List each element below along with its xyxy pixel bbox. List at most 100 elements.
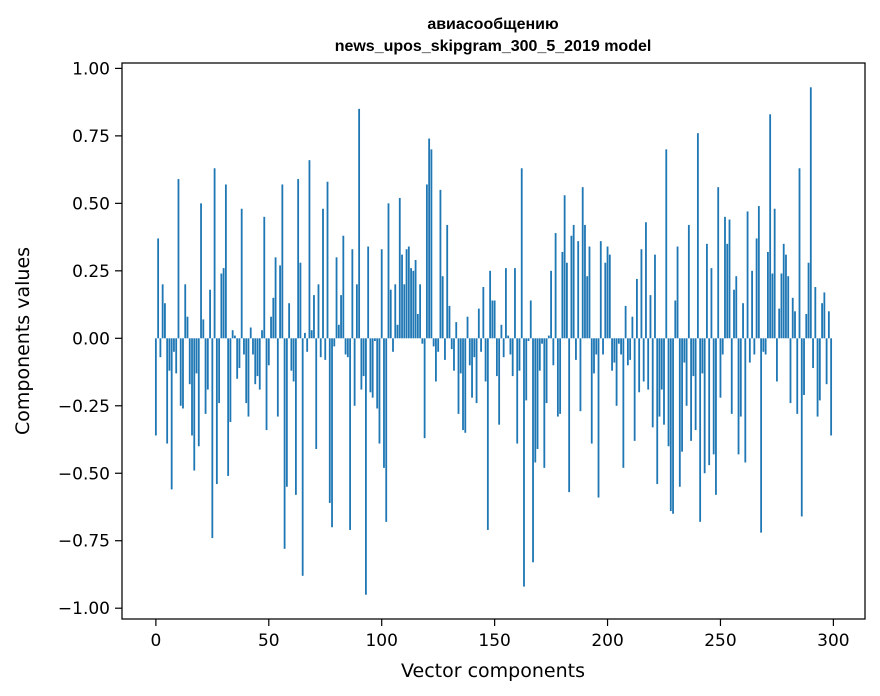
bar: [279, 265, 281, 339]
bar: [556, 338, 559, 417]
bar: [290, 338, 293, 371]
bar: [389, 289, 392, 339]
bar: [229, 338, 232, 422]
bar: [796, 338, 799, 414]
bar: [337, 324, 340, 339]
x-tick-label: 50: [258, 631, 280, 651]
bar: [276, 338, 279, 417]
bar: [450, 338, 453, 350]
bar: [780, 273, 783, 339]
bar: [371, 338, 374, 398]
bar: [186, 316, 189, 339]
bar: [432, 338, 435, 347]
bar: [218, 338, 221, 404]
bar: [317, 284, 320, 339]
bar: [188, 338, 191, 385]
bar: [575, 338, 577, 360]
bar: [362, 338, 365, 377]
y-tick-label: −0.25: [58, 397, 110, 417]
bar: [649, 295, 652, 339]
bar: [333, 338, 336, 347]
bar: [787, 276, 790, 339]
bar: [191, 338, 193, 436]
bar: [484, 338, 487, 382]
bar: [437, 338, 440, 352]
bar: [534, 338, 537, 463]
bar: [812, 338, 814, 368]
bar: [726, 243, 729, 339]
bar: [748, 338, 751, 363]
bar: [636, 278, 638, 339]
bar: [626, 338, 629, 366]
bar: [464, 338, 467, 433]
bar: [809, 87, 812, 339]
bar: [168, 338, 171, 371]
bar: [651, 338, 654, 428]
bar: [586, 276, 589, 339]
bar: [340, 295, 342, 339]
bar: [175, 338, 178, 374]
bar: [757, 206, 760, 339]
bar: [617, 338, 620, 344]
bar: [622, 338, 625, 468]
bar: [453, 338, 455, 371]
bar: [263, 216, 266, 339]
bar: [161, 284, 164, 339]
bar: [231, 330, 234, 339]
bar: [782, 243, 785, 339]
bar: [608, 254, 611, 339]
bar: [602, 338, 604, 355]
bar: [193, 338, 196, 471]
bar: [523, 338, 525, 587]
bar: [170, 338, 173, 490]
bar: [613, 338, 616, 363]
bar: [342, 235, 345, 339]
bar: [491, 300, 494, 339]
bar: [421, 338, 424, 344]
bar: [319, 338, 322, 358]
bar: [365, 338, 367, 595]
bar: [272, 297, 275, 339]
bar: [507, 335, 510, 339]
bar: [459, 338, 462, 374]
y-axis-ticks: −1.00 −0.75 −0.50 −0.25 0.00 0.25 0.50 0.75 1.00: [58, 59, 122, 619]
bar: [197, 338, 200, 447]
bar: [660, 338, 663, 390]
bar: [353, 338, 356, 406]
bar: [376, 338, 379, 409]
bar: [480, 338, 482, 352]
bar: [771, 273, 774, 339]
y-tick-label: 0.25: [72, 262, 110, 282]
bar: [572, 224, 575, 339]
bar: [554, 233, 557, 339]
bar: [394, 284, 397, 339]
x-axis-label: Vector components: [401, 660, 585, 682]
bar: [505, 268, 507, 339]
bar: [270, 316, 272, 339]
bar: [525, 338, 528, 401]
bar: [658, 338, 661, 417]
bar: [448, 305, 451, 339]
bar: [304, 332, 306, 339]
bar: [565, 262, 568, 339]
bar: [800, 338, 803, 517]
bar: [654, 254, 656, 339]
bar: [328, 338, 331, 503]
bar: [419, 284, 422, 339]
bar: [204, 338, 207, 414]
bar: [355, 284, 358, 339]
bar: [498, 338, 501, 425]
bar: [715, 338, 717, 495]
bar: [667, 338, 670, 447]
bar: [728, 219, 731, 339]
bars-group: [154, 87, 833, 595]
bar: [827, 311, 830, 339]
bar: [209, 289, 211, 339]
bar: [326, 181, 329, 339]
bar: [283, 338, 286, 549]
plot-frame: [121, 62, 866, 620]
bar: [678, 338, 681, 487]
bar: [215, 338, 218, 485]
bar: [597, 338, 600, 498]
